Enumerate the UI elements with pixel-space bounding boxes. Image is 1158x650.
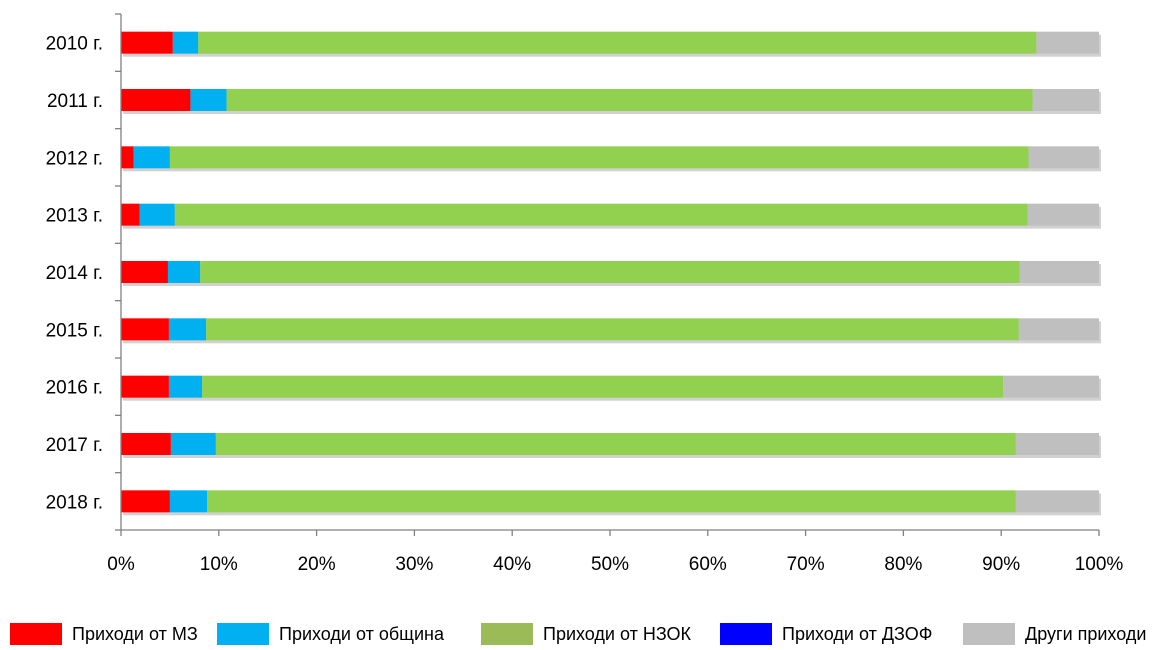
legend: Приходи от МЗ Приходи от община Приходи …	[0, 618, 1158, 650]
bar-segment-1-4	[167, 261, 201, 283]
bar-segment-2-1	[226, 89, 1033, 111]
x-tick-label: 30%	[395, 554, 433, 575]
bar-segment-2-5	[206, 318, 1019, 341]
legend-swatch-dzof	[720, 623, 772, 645]
y-tick-label: 2017 г.	[46, 435, 103, 456]
y-tick-label: 2012 г.	[46, 148, 103, 169]
bar-segment-4-2	[1028, 146, 1099, 169]
y-tick-label: 2010 г.	[46, 34, 103, 55]
bar-segment-1-6	[168, 375, 203, 398]
x-tick-label: 0%	[107, 554, 135, 575]
y-tick-label: 2015 г.	[46, 320, 103, 341]
labels-layer: 2010 г. 2011 г. 2012 г. 2013 г. 2014 г. 2015 …	[46, 34, 1124, 575]
bar-segment-0-3	[121, 203, 140, 226]
bar-segment-0-5	[121, 318, 169, 341]
bar-segment-0-7	[121, 433, 171, 455]
y-tick-label: 2018 г.	[46, 492, 103, 513]
bar-segment-1-5	[168, 318, 207, 341]
bar-segment-4-5	[1018, 318, 1099, 341]
bar-segment-1-0	[172, 31, 199, 54]
y-tick-label: 2014 г.	[46, 263, 103, 284]
x-tick-label: 70%	[787, 554, 825, 575]
y-tick-label: 2016 г.	[46, 378, 103, 399]
bar-segment-0-2	[121, 146, 134, 169]
bar-segment-2-4	[200, 261, 1020, 283]
bar-segment-0-1	[121, 89, 191, 111]
bar-segment-2-7	[215, 433, 1016, 455]
x-tick-label: 90%	[982, 554, 1020, 575]
bar-segment-1-1	[190, 89, 227, 111]
bar-segment-0-8	[121, 490, 170, 513]
bar-segment-1-2	[133, 146, 170, 169]
bar-segment-1-7	[170, 433, 216, 455]
bar-segment-2-3	[174, 203, 1028, 226]
x-tick-label: 60%	[689, 554, 727, 575]
legend-item-nzok: Приходи от НЗОК	[481, 618, 691, 650]
x-tick-label: 50%	[591, 554, 629, 575]
bar-segment-2-2	[169, 146, 1029, 169]
bar-segment-1-8	[169, 490, 208, 513]
bar-segment-0-0	[121, 31, 173, 54]
legend-label-mz: Приходи от МЗ	[72, 624, 198, 644]
bar-segment-2-8	[207, 490, 1016, 513]
legend-swatch-nzok	[481, 623, 533, 645]
bar-segment-4-7	[1015, 433, 1099, 455]
bar-segment-0-4	[121, 261, 168, 283]
x-tick-label: 100%	[1075, 554, 1124, 575]
legend-item-obshtina: Приходи от община	[217, 618, 444, 650]
bar-segment-0-6	[121, 375, 169, 398]
legend-label-nzok: Приходи от НЗОК	[543, 624, 691, 644]
bar-segment-4-3	[1027, 203, 1099, 226]
legend-swatch-mz	[10, 623, 62, 645]
y-tick-label: 2013 г.	[46, 206, 103, 227]
bar-segment-4-6	[1003, 375, 1099, 398]
bar-segment-4-8	[1015, 490, 1099, 513]
legend-label-dzof: Приходи от ДЗОФ	[782, 624, 933, 644]
x-tick-label: 10%	[200, 554, 238, 575]
bar-segment-2-0	[198, 31, 1037, 54]
x-tick-label: 80%	[884, 554, 922, 575]
bar-segment-1-3	[139, 203, 175, 226]
bar-segment-4-0	[1036, 31, 1099, 54]
stacked-bar-chart: 2010 г. 2011 г. 2012 г. 2013 г. 2014 г. 2015 …	[46, 13, 1124, 575]
legend-swatch-obshtina	[217, 623, 269, 645]
legend-item-drugi: Други приходи	[963, 618, 1146, 650]
bar-segment-4-4	[1019, 261, 1099, 283]
bar-segment-4-1	[1032, 89, 1099, 111]
legend-item-mz: Приходи от МЗ	[10, 618, 198, 650]
x-tick-label: 40%	[493, 554, 531, 575]
legend-swatch-drugi	[963, 623, 1015, 645]
legend-item-dzof: Приходи от ДЗОФ	[720, 618, 932, 650]
y-tick-label: 2011 г.	[47, 91, 103, 112]
bar-segment-2-6	[202, 375, 1004, 398]
legend-label-obshtina: Приходи от община	[279, 624, 444, 644]
legend-label-drugi: Други приходи	[1025, 624, 1147, 644]
axes-layer	[115, 13, 1100, 536]
x-tick-label: 20%	[298, 554, 336, 575]
bars-layer	[121, 31, 1101, 516]
